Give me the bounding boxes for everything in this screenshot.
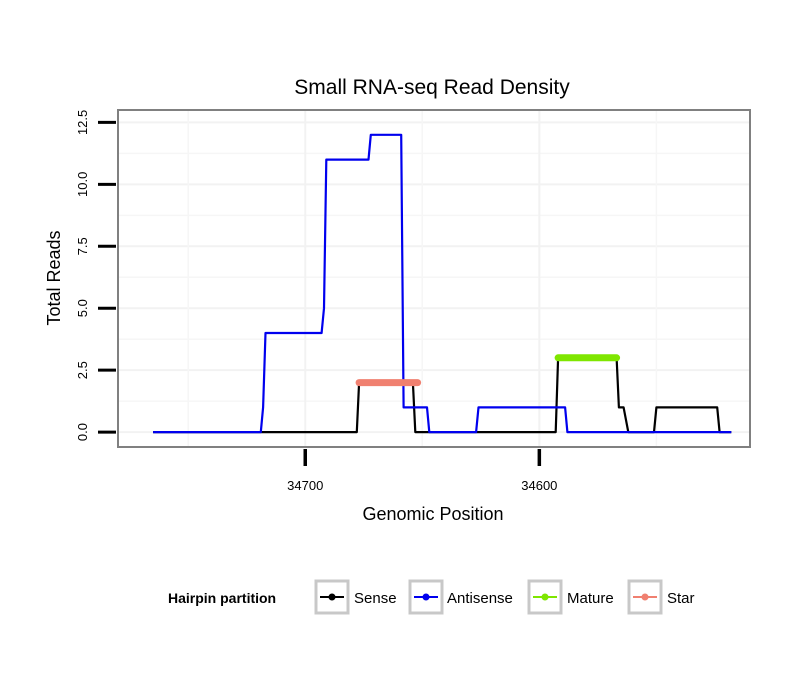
x-tick-label: 34700 [287,478,323,493]
y-tick-label: 5.0 [75,299,90,317]
y-tick-label: 2.5 [75,361,90,379]
series-line-antisense [153,133,732,434]
plot-panel-border [117,109,751,448]
y-tick-label: 12.5 [75,110,90,135]
y-axis-title: Total Reads [44,230,64,325]
y-tick-label: 7.5 [75,237,90,255]
legend-label-antisense: Antisense [447,590,513,607]
legend-key-point-antisense [422,593,430,601]
legend-title: Hairpin partition [168,590,276,606]
y-tick-label: 10.0 [75,172,90,197]
legend-key-point-sense [328,593,336,601]
chart-title: Small RNA-seq Read Density [294,76,570,99]
plot-lines [153,133,732,434]
y-axis: 0.0 2.5 5.0 7.5 10.0 12.5 [75,110,116,441]
x-axis: 34700 34600 [287,449,557,493]
series-line-sense [153,356,732,434]
x-axis-title: Genomic Position [362,504,503,524]
legend-label-sense: Sense [354,590,397,607]
legend-label-star: Star [667,590,695,607]
legend-key-point-star [641,593,649,601]
legend: Hairpin partition Sense Antisense Mature St… [168,579,695,615]
grid [118,110,750,447]
x-tick-label: 34600 [521,478,557,493]
legend-label-mature: Mature [567,590,614,607]
y-tick-label: 0.0 [75,423,90,441]
legend-key-point-mature [541,593,549,601]
